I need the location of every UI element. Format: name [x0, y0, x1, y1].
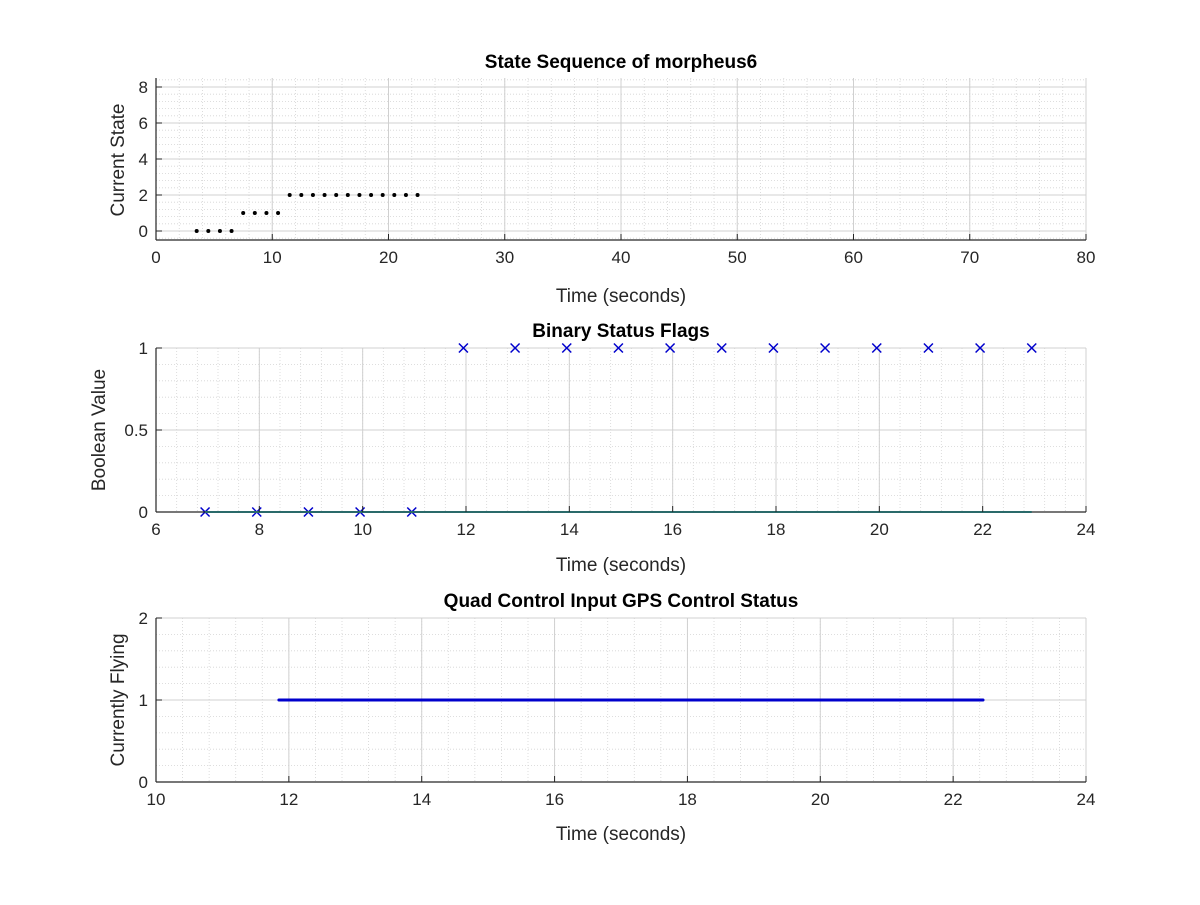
state-sequence-y-tick-label: 0 [139, 222, 148, 241]
binary-status-data-point [613, 342, 624, 354]
binary-status-grid [155, 347, 1087, 513]
gps-control-y-tick-label: 1 [139, 691, 148, 710]
gps-control-title: Quad Control Input GPS Control Status [444, 591, 799, 612]
binary-status-x-tick-label: 10 [353, 520, 372, 539]
state-sequence-data-point [217, 229, 222, 233]
binary-status-y-tick-label: 0 [139, 503, 148, 522]
gps-control-y-tick-label: 2 [139, 609, 148, 628]
binary-status-x-tick-label: 16 [663, 520, 682, 539]
binary-status-data-point [768, 342, 779, 354]
gps-control-x-tick-label: 24 [1077, 790, 1096, 809]
state-sequence-xlabel: Time (seconds) [556, 286, 686, 307]
gps-control-x-tick-label: 16 [545, 790, 564, 809]
state-sequence-x-tick-label: 10 [263, 248, 282, 267]
binary-status-data-point [716, 342, 727, 354]
binary-status-title: Binary Status Flags [532, 321, 709, 342]
state-sequence-data-point [229, 229, 234, 233]
state-sequence-y-tick-label: 2 [139, 186, 148, 205]
state-sequence-data-point [299, 193, 304, 197]
state-sequence-ylabel: Current State [108, 104, 129, 217]
state-sequence-data-point [403, 193, 408, 197]
binary-status-x-tick-label: 12 [457, 520, 476, 539]
state-sequence-data-point [276, 211, 281, 215]
binary-status-xlabel: Time (seconds) [556, 555, 686, 576]
state-sequence-data-point [252, 211, 257, 215]
gps-control-x-tick-label: 14 [412, 790, 431, 809]
gps-control-x-tick-label: 10 [147, 790, 166, 809]
binary-status-data-point [510, 342, 521, 354]
gps-control-x-tick-label: 22 [944, 790, 963, 809]
state-sequence-x-tick-label: 0 [151, 248, 160, 267]
gps-control-xlabel: Time (seconds) [556, 824, 686, 845]
binary-status-plot: 6 8 10 12 14 16 18 20 22 24 0 0.5 1 Binary Status Fl… [89, 321, 1095, 576]
state-sequence-x-tick-label: 60 [844, 248, 863, 267]
binary-status-data-point [458, 342, 469, 354]
state-sequence-x-tick-label: 30 [495, 248, 514, 267]
state-sequence-x-tick-label: 50 [728, 248, 747, 267]
state-sequence-x-tick-label: 70 [960, 248, 979, 267]
binary-status-data-point [561, 342, 572, 354]
state-sequence-data-point [392, 193, 397, 197]
state-sequence-data-point [322, 193, 327, 197]
state-sequence-data-point [369, 193, 374, 197]
state-sequence-x-tick-label: 40 [612, 248, 631, 267]
binary-status-y-tick-label: 0.5 [124, 421, 148, 440]
binary-status-x-tick-label: 18 [767, 520, 786, 539]
binary-status-data-point [665, 342, 676, 354]
state-sequence-grid [155, 78, 1087, 240]
state-sequence-data-point [206, 229, 211, 233]
state-sequence-data-point [334, 193, 339, 197]
binary-status-x-tick-label: 8 [255, 520, 264, 539]
binary-status-axes: 6 8 10 12 14 16 18 20 22 24 0 0.5 1 [124, 339, 1095, 539]
state-sequence-data-point [345, 193, 350, 197]
binary-status-ylabel: Boolean Value [89, 369, 110, 491]
binary-status-x-tick-label: 14 [560, 520, 579, 539]
state-sequence-data-point [241, 211, 246, 215]
binary-status-data-point [820, 342, 831, 354]
binary-status-x-tick-label: 22 [973, 520, 992, 539]
binary-status-data-point [923, 342, 934, 354]
gps-control-y-tick-label: 0 [139, 773, 148, 792]
gps-control-ylabel: Currently Flying [108, 633, 129, 766]
binary-status-x-tick-label: 24 [1077, 520, 1096, 539]
binary-status-x-tick-label: 6 [151, 520, 160, 539]
gps-control-x-tick-label: 18 [678, 790, 697, 809]
state-sequence-plot: 0 10 20 30 40 50 60 70 80 0 2 4 6 8 State Sequence of… [108, 52, 1095, 307]
state-sequence-title: State Sequence of morpheus6 [485, 52, 757, 73]
state-sequence-data-point [194, 229, 199, 233]
state-sequence-y-tick-label: 4 [139, 150, 148, 169]
gps-control-x-tick-label: 12 [279, 790, 298, 809]
state-sequence-axes: 0 10 20 30 40 50 60 70 80 0 2 4 6 8 [139, 78, 1096, 267]
state-sequence-data-point [415, 193, 420, 197]
state-sequence-data [194, 193, 420, 233]
state-sequence-data-point [380, 193, 385, 197]
state-sequence-data-point [310, 193, 315, 197]
binary-status-data-point [1026, 342, 1037, 354]
binary-status-y-tick-label: 1 [139, 339, 148, 358]
state-sequence-y-tick-label: 6 [139, 114, 148, 133]
binary-status-data-point [871, 342, 882, 354]
binary-status-x-tick-label: 20 [870, 520, 889, 539]
state-sequence-data-point [287, 193, 292, 197]
state-sequence-data-point [264, 211, 269, 215]
state-sequence-x-tick-label: 20 [379, 248, 398, 267]
gps-control-x-tick-label: 20 [811, 790, 830, 809]
state-sequence-data-point [357, 193, 362, 197]
binary-status-data-point [975, 342, 986, 354]
state-sequence-y-tick-label: 8 [139, 78, 148, 97]
state-sequence-x-tick-label: 80 [1077, 248, 1096, 267]
